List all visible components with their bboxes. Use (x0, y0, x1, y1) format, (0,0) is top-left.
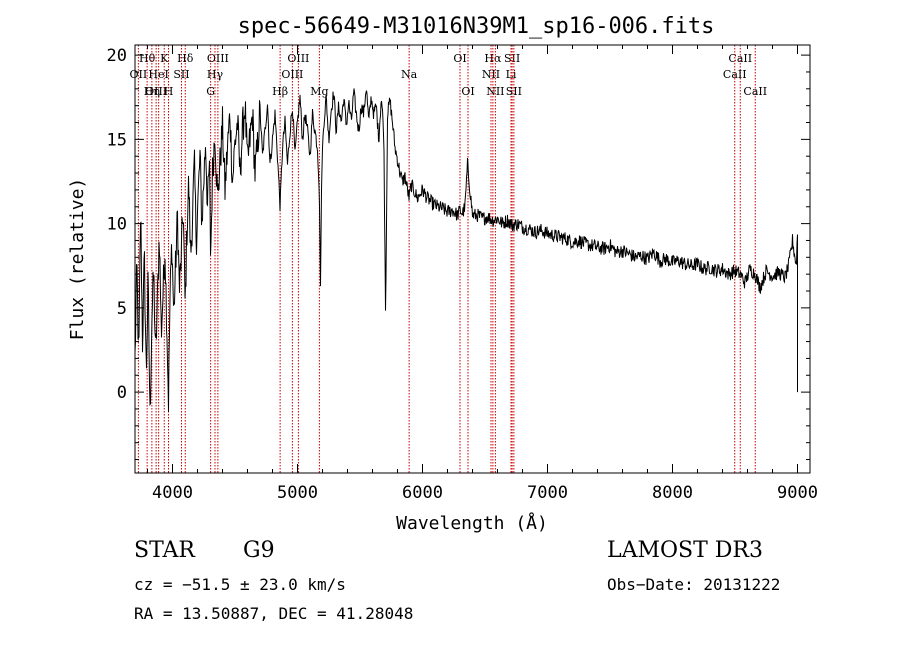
line-label-23: NII (486, 85, 504, 98)
x-tick-label-2: 6000 (402, 483, 443, 503)
plot-frame (134, 44, 811, 474)
line-label-19: Hα (484, 52, 502, 65)
x-tick-label-5: 9000 (777, 483, 818, 503)
line-label-11: G (206, 85, 215, 98)
object-class: STAR (134, 538, 195, 563)
line-label-20: SII (504, 52, 520, 65)
y-axis-label: Flux (relative) (67, 178, 88, 341)
line-label-2: OIII (145, 85, 167, 98)
line-label-7: SII (173, 68, 189, 81)
line-label-4: HeI (148, 68, 168, 81)
line-label-5: Hη (144, 85, 160, 98)
line-label-17: OI (453, 52, 466, 65)
x-tick-label-4: 8000 (652, 483, 693, 503)
y-tick-label-3: 15 (107, 130, 127, 150)
x-axis-label: Wavelength (Å) (396, 512, 548, 534)
line-label-9: OIII (207, 52, 229, 65)
x-tick-label-0: 4000 (152, 483, 193, 503)
line-label-14: Hβ (272, 85, 288, 98)
line-label-13: OIII (281, 68, 303, 81)
redshift-cz: cz = −51.5 ± 23.0 km/s (134, 575, 346, 594)
line-label-24: SII (506, 85, 522, 98)
line-label-0: Hθ (139, 52, 156, 65)
line-label-21: NII (482, 68, 500, 81)
survey-name: LAMOST DR3 (607, 538, 763, 563)
line-label-26: CaII (723, 68, 747, 81)
line-label-10: Hγ (207, 68, 224, 81)
line-label-16: Na (401, 68, 418, 81)
line-label-8: H (164, 85, 174, 98)
y-tick-label-1: 5 (117, 299, 127, 319)
y-tick-label-0: 0 (117, 383, 127, 403)
line-label-3: K (160, 52, 169, 65)
line-label-6: Hδ (177, 52, 194, 65)
line-label-22: Li (506, 68, 517, 81)
x-tick-label-3: 7000 (527, 483, 568, 503)
line-label-18: OI (461, 85, 474, 98)
line-label-12: OIII (287, 52, 309, 65)
x-tick-label-1: 5000 (277, 483, 318, 503)
line-label-1: OII (130, 68, 148, 81)
y-tick-label-4: 20 (107, 46, 127, 66)
y-tick-label-2: 10 (107, 215, 127, 235)
line-label-27: CaII (743, 85, 767, 98)
object-subclass: G9 (243, 538, 275, 563)
chart-title: spec-56649-M31016N39M1_sp16-006.fits (238, 14, 715, 39)
line-label-25: CaII (728, 52, 752, 65)
axis-ticks: 4000 5000 6000 7000 8000 9000 0 5 10 15 20 (107, 45, 818, 503)
observation-date: Obs−Date: 20131222 (607, 575, 781, 594)
coordinates: RA = 13.50887, DEC = 41.28048 (134, 604, 414, 623)
line-label-15: Mg (310, 85, 328, 98)
spectrum-line (134, 88, 798, 412)
